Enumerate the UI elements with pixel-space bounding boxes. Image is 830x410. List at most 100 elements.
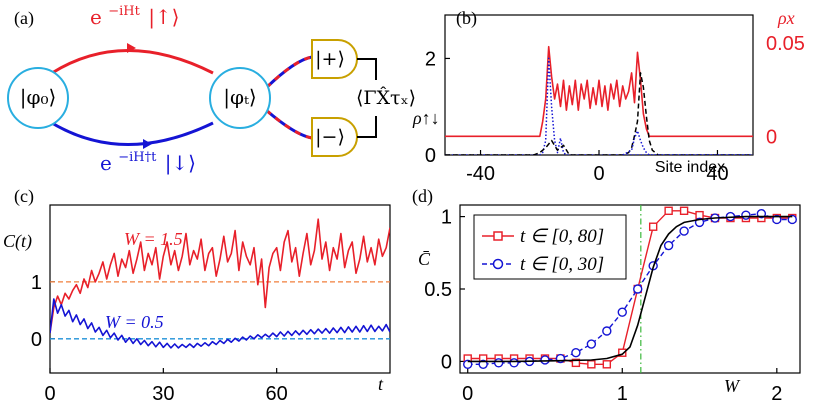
panel-d-xtick: 0 <box>462 383 473 405</box>
panel-d-circle-marker <box>679 226 689 236</box>
panel-d-circle-marker <box>772 214 782 225</box>
panel-c-ylabel: C(t) <box>3 231 32 252</box>
panel-d-circle-marker <box>540 355 550 365</box>
panel-d-ytick: 0.5 <box>424 279 452 301</box>
panel-label-d: (d) <box>412 186 433 207</box>
panel-d-series-1 <box>467 212 793 365</box>
node-initial-label: |φ₀⟩ <box>20 85 57 110</box>
path-down-arc <box>51 121 214 146</box>
panel-d-square-marker <box>602 360 612 369</box>
panel-d-circle-marker <box>493 358 504 368</box>
legend-entry-t80: t ∈ [0, 80] <box>520 226 604 247</box>
node-evolved <box>209 67 271 129</box>
detector-minus <box>311 117 358 157</box>
panel-b-xlabel: Site index <box>655 159 725 176</box>
panel-d-series <box>463 205 797 373</box>
detector-plus-label: |+⟩ <box>315 48 345 70</box>
panel-b-right-ytick: 0 <box>766 126 777 148</box>
panel-c-annotation-w05: W = 0.5 <box>105 312 164 332</box>
panel-d-square-marker <box>679 206 689 215</box>
detector-minus-link-blue <box>265 108 313 140</box>
panel-d-circle-marker <box>509 358 519 368</box>
panel-d-circle-marker <box>478 359 488 370</box>
path-down-base: e <box>100 151 112 175</box>
panel-b-series-2 <box>445 72 753 155</box>
legend-circle-marker-icon <box>492 258 504 270</box>
path-up-label: e −iHt |↑⟩ <box>90 0 180 30</box>
path-down-ket: |↓⟩ <box>165 151 196 176</box>
panel-d-circle-marker <box>756 208 767 219</box>
panel-b-series-1 <box>445 57 753 155</box>
panel-d-ytick: 0 <box>441 351 452 373</box>
panel-c-xlabel: t <box>378 374 384 394</box>
path-up-arc <box>51 49 214 75</box>
panel-d-square-marker <box>648 222 658 231</box>
correlator-label: ⟨ΓX̂τₓ⟩ <box>356 87 416 109</box>
panel-c-xtick: 0 <box>44 383 55 405</box>
path-down-arrow-icon <box>143 139 152 149</box>
panel-b-left-ylabel: ρ↑↓ <box>412 108 440 128</box>
panel-d-square-marker <box>618 348 627 357</box>
panel-c-xtick: 60 <box>266 383 288 405</box>
panel-d-legend: t ∈ [0, 80] t ∈ [0, 30] <box>473 214 627 280</box>
panel-c-ytick: 0 <box>31 329 42 351</box>
path-down-label: e −iH†t |↓⟩ <box>100 142 196 176</box>
path-up-base: e <box>90 5 102 29</box>
path-down-exp: −iH†t <box>118 150 157 165</box>
detector-plus-link-blue <box>264 55 313 90</box>
panel-b-right-ytick: 0.05 <box>766 33 805 55</box>
panel-d-circle-marker <box>787 214 797 225</box>
panel-b-series <box>445 45 753 155</box>
panel-d-circle-marker <box>586 339 597 349</box>
panel-d-xtick: 1 <box>617 383 628 405</box>
path-up-arrow-icon <box>127 43 136 53</box>
path-up-ket: |↑⟩ <box>148 5 179 30</box>
panel-b-series-3 <box>622 130 753 155</box>
panel-c-frame <box>49 204 391 374</box>
panel-d-square-marker <box>695 210 704 220</box>
panel-b-xtick: -40 <box>466 163 495 185</box>
panel-d-square-marker <box>587 360 596 369</box>
panel-c-xtick: 30 <box>152 383 174 405</box>
panel-b-series-0 <box>445 45 753 138</box>
panel-d-series-2 <box>467 215 793 363</box>
panel-b-right-ylabel: ρx <box>777 8 795 28</box>
panel-b-xtick: 40 <box>706 163 728 185</box>
panel-d-ylabel: C̄ <box>418 249 431 269</box>
legend-square-marker-icon <box>493 231 503 241</box>
panel-label-b: (b) <box>456 8 477 29</box>
panel-b-left-ytick: 2 <box>425 48 436 70</box>
panel-d-circle-marker <box>571 348 581 358</box>
panel-c-ytick: 1 <box>31 272 42 294</box>
panel-c-series-0 <box>50 218 390 334</box>
panel-c-series <box>50 218 390 349</box>
panel-d-circle-marker <box>741 210 751 220</box>
panel-d-circle-marker <box>617 307 627 317</box>
node-initial <box>7 67 69 129</box>
panel-d-circle-marker <box>663 240 674 251</box>
detector-plus <box>311 39 358 79</box>
correlator-bracket-bottom <box>357 116 377 138</box>
panel-label-c: (c) <box>14 186 34 207</box>
detector-plus-link-red <box>264 55 313 90</box>
panel-d-circle-marker <box>463 359 473 370</box>
panel-d-square-marker <box>664 206 673 215</box>
panel-b-ticks <box>445 57 719 156</box>
panel-c-annotation-w15: W = 1.5 <box>124 229 183 249</box>
correlator-bracket-top <box>357 58 377 80</box>
panel-d-circle-marker <box>633 284 643 294</box>
panel-b-xtick: 0 <box>593 163 604 185</box>
panel-d-xtick: 2 <box>771 383 782 405</box>
legend-entry-t30: t ∈ [0, 30] <box>520 254 604 275</box>
panel-d-circle-marker <box>602 326 612 336</box>
node-evolved-label: |φₜ⟩ <box>223 85 256 110</box>
panel-d-series-0 <box>467 210 793 365</box>
detector-minus-label: |−⟩ <box>315 126 345 148</box>
path-up-exp: −iHt <box>108 4 140 19</box>
detector-minus-link-red <box>265 108 313 140</box>
panel-d-xlabel: W <box>724 376 741 396</box>
panel-d-square-marker <box>571 358 581 368</box>
panel-b-left-ytick: 0 <box>425 145 436 167</box>
panel-c-series-1 <box>50 298 390 349</box>
